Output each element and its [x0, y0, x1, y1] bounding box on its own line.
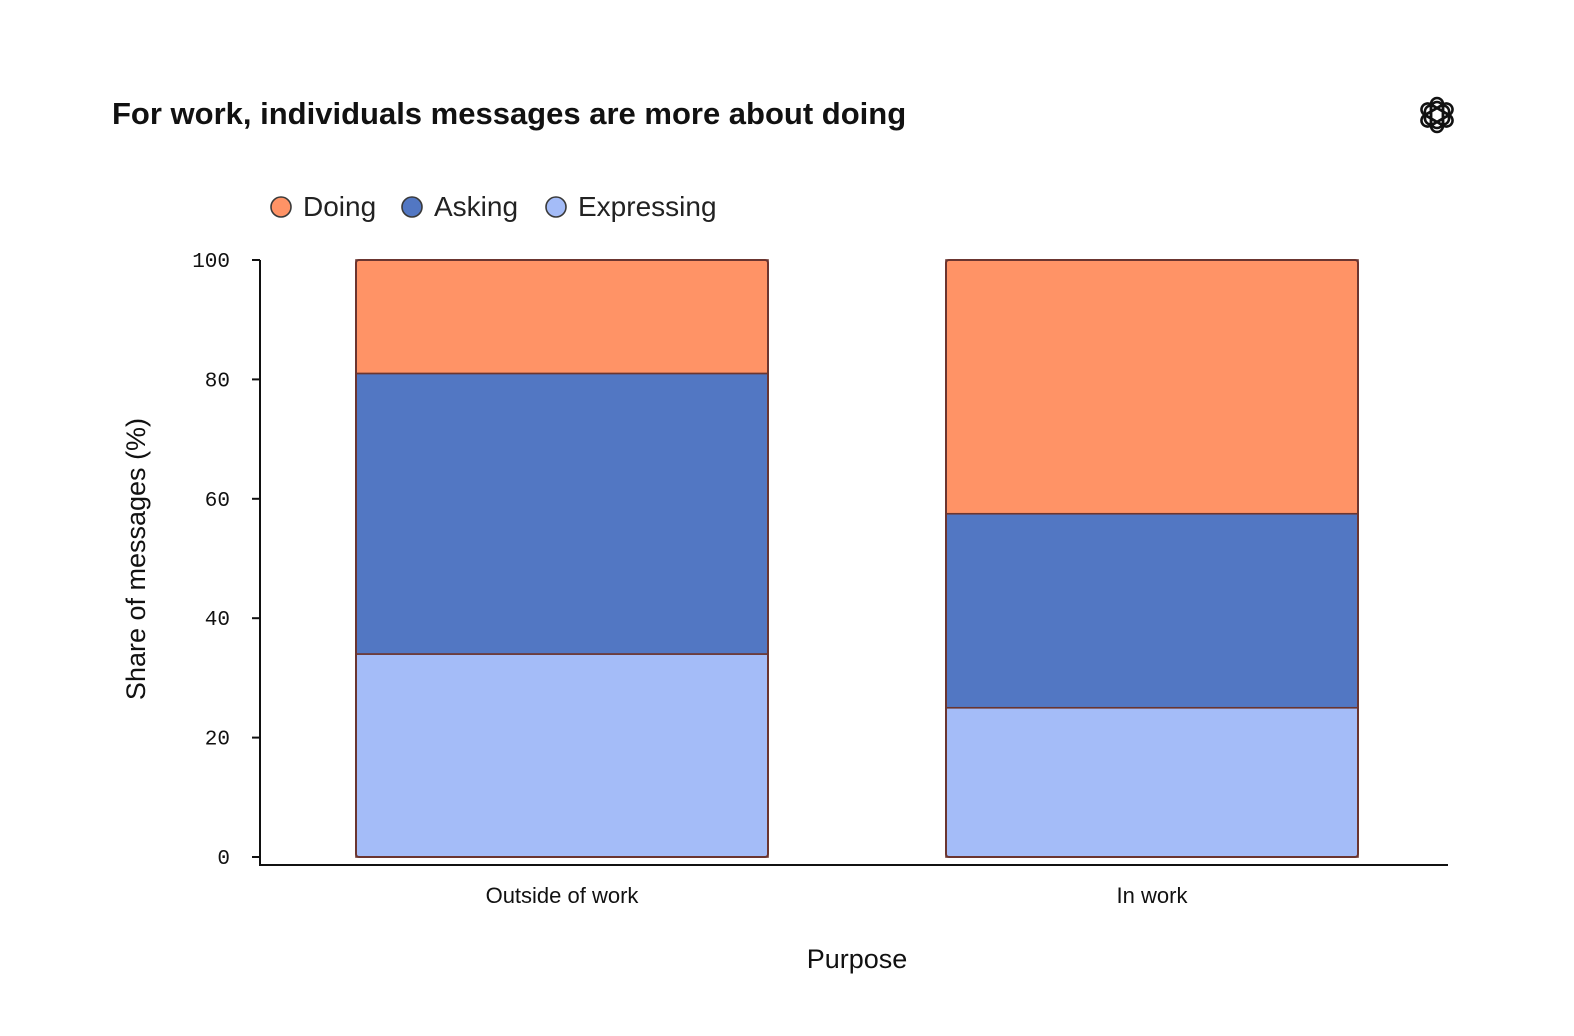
- y-tick-label-100: 100: [192, 251, 230, 274]
- y-tick-label-80: 80: [205, 370, 230, 393]
- legend-label-expressing: Expressing: [578, 191, 717, 222]
- bar-doing-in-work: [945, 259, 1359, 515]
- y-tick-label-40: 40: [205, 609, 230, 632]
- x-tick-label-outside-of-work: Outside of work: [486, 883, 640, 908]
- y-axis: 0 20 40 60 80 100: [192, 251, 261, 871]
- chart-title: For work, individuals messages are more …: [112, 96, 906, 131]
- x-tick-labels: Outside of work In work: [486, 883, 1189, 908]
- legend-item-asking: Asking: [401, 191, 518, 222]
- bar-asking-outside-of-work: [355, 372, 769, 655]
- legend-item-doing: Doing: [270, 191, 376, 222]
- bars-group: [355, 259, 1359, 858]
- x-tick-label-in-work: In work: [1117, 883, 1189, 908]
- y-axis-label: Share of messages (%): [121, 418, 151, 700]
- legend-swatch-doing: [270, 196, 292, 218]
- bar-stack-outside-of-work: [355, 259, 769, 858]
- x-axis-label: Purpose: [807, 944, 908, 974]
- bar-expressing-outside-of-work: [355, 653, 769, 858]
- legend-label-doing: Doing: [303, 191, 376, 222]
- bar-stack-in-work: [945, 259, 1359, 858]
- y-tick-label-20: 20: [205, 729, 230, 752]
- bar-outline-in-work: [945, 259, 1359, 858]
- openai-logo-icon: [1420, 96, 1454, 134]
- legend-label-asking: Asking: [434, 191, 518, 222]
- bar-doing-outside-of-work: [355, 259, 769, 375]
- legend: Doing Asking Expressing: [270, 191, 717, 222]
- y-tick-label-0: 0: [217, 848, 230, 871]
- y-tick-label-60: 60: [205, 490, 230, 513]
- legend-item-expressing: Expressing: [545, 191, 717, 222]
- legend-swatch-expressing: [545, 196, 567, 218]
- bar-asking-in-work: [945, 512, 1359, 709]
- bar-expressing-in-work: [945, 706, 1359, 858]
- legend-swatch-asking: [401, 196, 423, 218]
- bar-outline-outside-of-work: [355, 259, 769, 858]
